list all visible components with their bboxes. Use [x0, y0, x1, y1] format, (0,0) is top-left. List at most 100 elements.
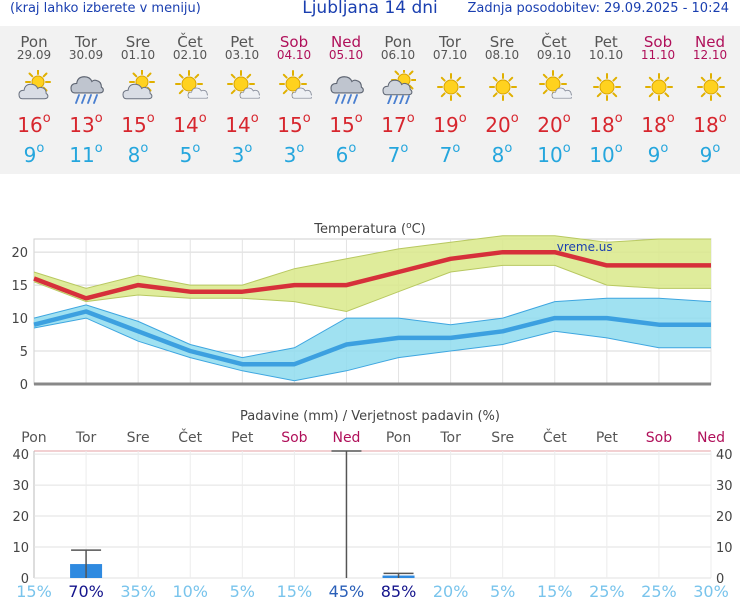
- location-hint[interactable]: (kraj lahko izberete v meniju): [10, 1, 201, 16]
- precipitation-chart: Padavine (mm) / Verjetnost padavin (%) Po…: [12, 409, 733, 600]
- day-name: Pon: [384, 33, 412, 51]
- min-temp-value: 9: [699, 143, 713, 167]
- min-temp: 6o: [335, 141, 357, 167]
- x-tick-label: Čet: [543, 428, 567, 446]
- min-temp: 3o: [283, 141, 305, 167]
- max-temp: 14o: [225, 111, 259, 137]
- max-temp-value: 17: [381, 113, 407, 137]
- day-column[interactable]: Tor 07.10 19o 7o: [424, 26, 476, 174]
- x-tick-label: Sre: [127, 430, 150, 446]
- min-temp: 10o: [537, 141, 571, 167]
- weather-sun-small-cloud-icon: [174, 70, 209, 104]
- day-name: Tor: [75, 33, 97, 51]
- y-tick-label: 0: [21, 572, 29, 587]
- min-temp-value: 9: [647, 143, 661, 167]
- min-temp: 10o: [589, 141, 623, 167]
- day-column[interactable]: Čet 02.10 14o 5o: [164, 26, 216, 174]
- max-temp: 15o: [277, 111, 311, 137]
- day-date: 08.10: [484, 48, 520, 62]
- min-temp: 9o: [647, 141, 669, 167]
- weather-sun-small-cloud-icon: [278, 70, 313, 104]
- max-temp-value: 20: [485, 113, 511, 137]
- max-temp: 20o: [485, 111, 519, 137]
- day-column[interactable]: Sre 01.10 15o 8o: [112, 26, 164, 174]
- day-column[interactable]: Pet 10.10 18o 10o: [580, 26, 632, 174]
- min-temp-value: 5: [179, 143, 193, 167]
- page-title: Ljubljana 14 dni: [302, 0, 438, 18]
- y-tick-label-right: 10: [716, 541, 733, 556]
- max-temp-value: 18: [641, 113, 667, 137]
- y-tick-label-right: 0: [716, 572, 724, 587]
- day-name: Sre: [125, 33, 151, 51]
- weather-sun-icon: [434, 70, 468, 104]
- y-tick-label: 30: [12, 479, 29, 494]
- max-temp-value: 16: [17, 113, 43, 137]
- max-temp: 18o: [641, 111, 675, 137]
- x-tick-label: Sre: [491, 430, 514, 446]
- watermark: vreme.us: [557, 240, 613, 254]
- day-date: 09.10: [536, 48, 572, 62]
- day-name: Sob: [643, 33, 673, 51]
- day-column[interactable]: Pon 06.10 17o 7o: [372, 26, 424, 174]
- max-temp: 14o: [173, 111, 207, 137]
- day-date: 04.10: [276, 48, 312, 62]
- day-name: Čet: [541, 33, 567, 51]
- min-temp-value: 8: [491, 143, 505, 167]
- precip-probability: 5%: [490, 582, 515, 600]
- day-column[interactable]: Sre 08.10 20o 8o: [476, 26, 528, 174]
- day-date: 02.10: [172, 48, 208, 62]
- min-temp: 7o: [387, 141, 409, 167]
- day-column[interactable]: Pon 29.09 16o 9o: [8, 26, 60, 174]
- min-temp-value: 3: [283, 143, 297, 167]
- min-temp: 11o: [69, 141, 103, 167]
- max-temp: 20o: [537, 111, 571, 137]
- y-tick-label-right: 40: [716, 448, 733, 463]
- day-column[interactable]: Pet 03.10 14o 3o: [216, 26, 268, 174]
- min-temp: 3o: [231, 141, 253, 167]
- y-tick-label: 10: [12, 541, 29, 556]
- day-date: 07.10: [432, 48, 468, 62]
- max-range-upper-edge: [33, 235, 711, 289]
- day-column[interactable]: Sob 04.10 15o 3o: [268, 26, 320, 174]
- day-name: Čet: [177, 33, 203, 51]
- day-name: Pet: [230, 33, 254, 51]
- day-date: 10.10: [588, 48, 624, 62]
- weather-sun-icon: [486, 70, 520, 104]
- day-date: 01.10: [120, 48, 156, 62]
- max-temp-value: 18: [589, 113, 615, 137]
- last-updated: Zadnja posodobitev: 29.09.2025 - 10:24: [467, 1, 729, 16]
- min-temp-value: 11: [69, 143, 95, 167]
- min-temp: 8o: [491, 141, 513, 167]
- precip-probability: 15%: [537, 582, 573, 600]
- day-date: 30.09: [68, 48, 104, 62]
- max-temp-value: 14: [225, 113, 251, 137]
- day-date: 29.09: [16, 48, 52, 62]
- x-tick-label: Sob: [646, 430, 672, 446]
- day-name: Ned: [331, 33, 361, 51]
- min-range-upper-edge: [33, 297, 712, 359]
- day-column[interactable]: Sob 11.10 18o 9o: [632, 26, 684, 174]
- day-date: 12.10: [692, 48, 728, 62]
- precip-probability: 5%: [230, 582, 255, 600]
- min-temp: 9o: [699, 141, 721, 167]
- min-temp-value: 6: [335, 143, 349, 167]
- x-tick-label: Ned: [332, 430, 360, 446]
- day-column[interactable]: Tor 30.09 13o 11o: [60, 26, 112, 174]
- max-temp-line: [33, 249, 711, 301]
- y-tick-label: 5: [20, 345, 28, 360]
- chart-title: Padavine (mm) / Verjetnost padavin (%): [240, 409, 500, 424]
- day-column[interactable]: Čet 09.10 20o 10o: [528, 26, 580, 174]
- max-temp: 17o: [381, 111, 415, 137]
- y-tick-label: 20: [11, 246, 28, 261]
- x-tick-label: Pet: [596, 430, 619, 446]
- day-column[interactable]: Ned 12.10 18o 9o: [684, 26, 736, 174]
- day-column[interactable]: Ned 05.10 15o 6o: [320, 26, 372, 174]
- min-temp-value: 10: [589, 143, 615, 167]
- temperature-chart: Temperatura (oC) 0 5 10 15 20 vreme.us: [11, 221, 712, 393]
- x-tick-label: Tor: [439, 430, 461, 446]
- y-tick-label: 0: [20, 378, 28, 393]
- min-temp-value: 10: [537, 143, 563, 167]
- x-tick-label: Pon: [21, 430, 46, 446]
- x-tick-label: Pon: [386, 430, 411, 446]
- max-temp: 16o: [17, 111, 51, 137]
